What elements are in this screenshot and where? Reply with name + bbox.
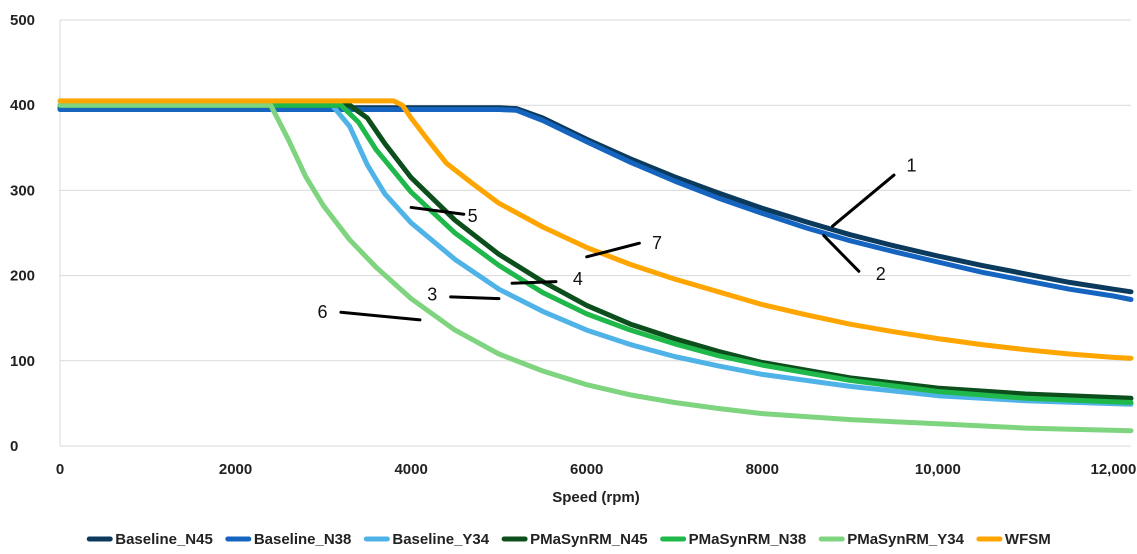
legend: Baseline_N45 Baseline_N38 Baseline_Y34 PMaS… [86, 531, 1051, 548]
legend-item-baseline-n38: Baseline_N38 [225, 531, 352, 548]
x-tick-label: 4000 [394, 461, 427, 478]
y-tick-label: 0 [10, 438, 18, 455]
callout-label-2: 2 [876, 264, 886, 284]
callout-line-6 [339, 310, 422, 322]
legend-label: Baseline_N38 [254, 531, 352, 548]
callout-label-7: 7 [652, 233, 662, 253]
legend-item-pmasynrm-y34: PMaSynRM_Y34 [818, 531, 965, 548]
x-tick-label: 2000 [219, 461, 252, 478]
callout-label-6: 6 [317, 302, 327, 322]
legend-item-wfsm: WFSM [976, 531, 1051, 548]
y-tick-label: 500 [10, 12, 35, 29]
x-tick-label: 6000 [570, 461, 603, 478]
callout-annotations: 1 2 3 4 5 6 7 [317, 156, 916, 323]
x-tick-label: 12,000 [1090, 461, 1136, 478]
y-tick-label: 100 [10, 353, 35, 370]
callout-label-4: 4 [573, 269, 583, 289]
series-line-baseline-y34 [57, 102, 1134, 407]
callout-label-1: 1 [907, 156, 917, 176]
legend-item-baseline-y34: Baseline_Y34 [363, 531, 490, 548]
callout-label-3: 3 [427, 284, 437, 304]
y-axis-ticks: 0 100 200 300 400 500 [10, 12, 35, 455]
callout-line-1 [831, 173, 896, 228]
legend-label: PMaSynRM_Y34 [847, 531, 964, 548]
y-tick-label: 200 [10, 268, 35, 285]
y-tick-label: 300 [10, 182, 35, 199]
legend-label: PMaSynRM_N38 [689, 531, 807, 548]
callout-line-2 [822, 234, 861, 273]
legend-label: PMaSynRM_N45 [530, 531, 648, 548]
callout-line-5 [409, 205, 466, 216]
legend-item-pmasynrm-n38: PMaSynRM_N38 [660, 531, 807, 548]
legend-item-baseline-n45: Baseline_N45 [86, 531, 213, 548]
series-line-wfsm [57, 98, 1134, 361]
legend-label: Baseline_N45 [115, 531, 213, 548]
x-axis-title: Speed (rpm) [552, 489, 640, 506]
legend-item-pmasynrm-n45: PMaSynRM_N45 [501, 531, 648, 548]
callout-line-7 [585, 241, 641, 259]
series-line-baseline-n38 [57, 107, 1134, 302]
callout-line-3 [449, 295, 501, 301]
x-tick-label: 10,000 [915, 461, 961, 478]
callout-line-4 [510, 280, 558, 285]
series-line-pmasynrm-y34 [57, 102, 1134, 434]
x-tick-label: 0 [56, 461, 64, 478]
series-line-pmasynrm-n45 [57, 102, 1134, 401]
legend-label: Baseline_Y34 [392, 531, 489, 548]
y-tick-label: 400 [10, 97, 35, 114]
callout-label-5: 5 [468, 206, 478, 226]
x-tick-label: 8000 [746, 461, 779, 478]
legend-label: WFSM [1005, 531, 1051, 548]
x-axis-ticks: 0 2000 4000 6000 8000 10,000 12,000 [56, 461, 1137, 478]
series-lines [57, 98, 1134, 434]
series-line-pmasynrm-n38 [57, 102, 1134, 405]
